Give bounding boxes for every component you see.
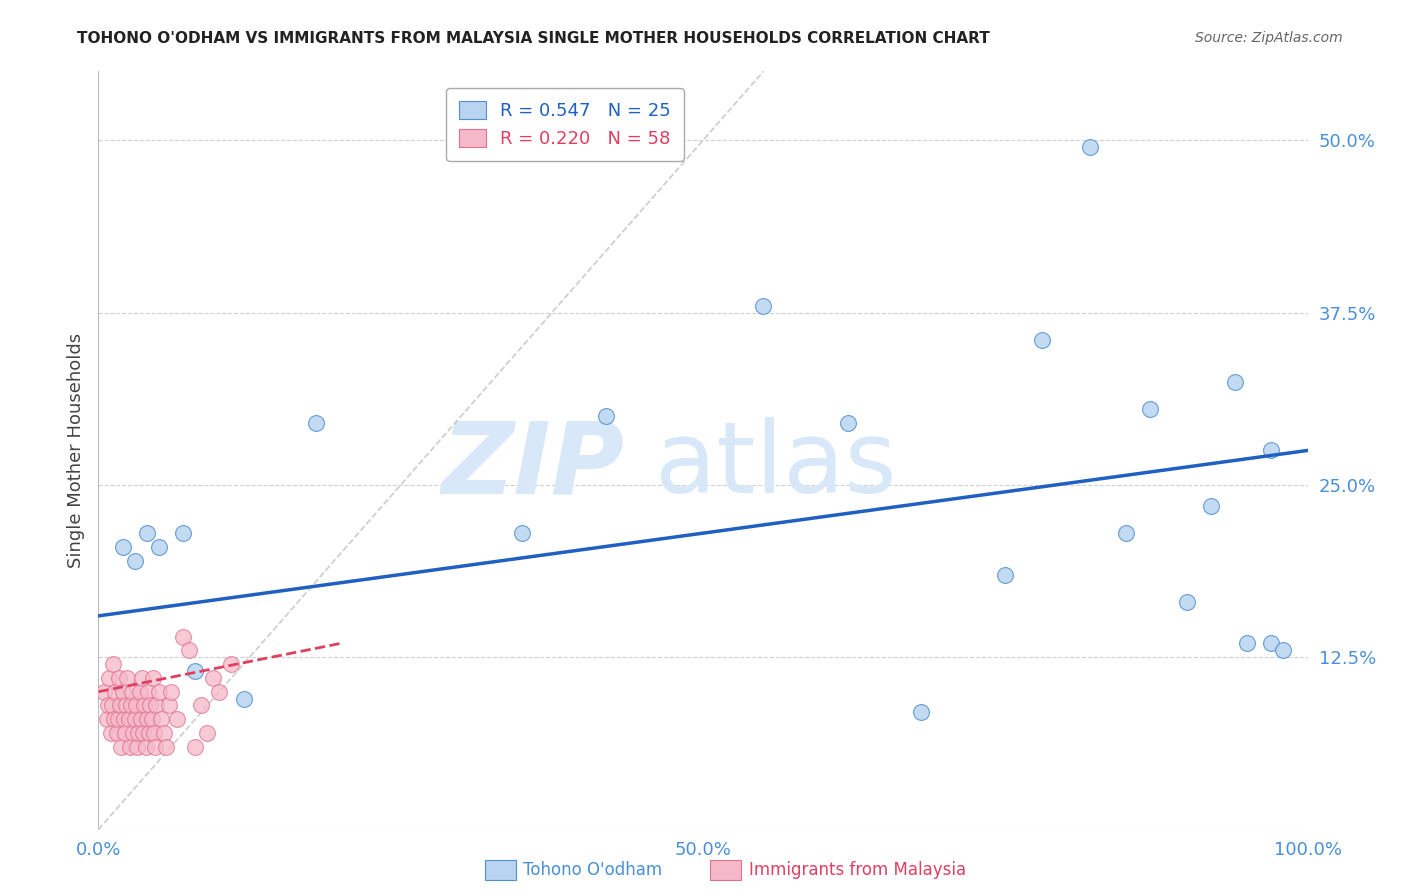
Point [1272,643,1295,657]
Point [1175,595,1198,609]
Point [122,726,145,740]
Point [1115,526,1137,541]
Point [96,712,118,726]
Point [128,684,150,698]
Point [202,671,225,685]
Point [105,726,128,740]
Point [117,671,139,685]
Point [103,712,125,726]
Point [136,684,159,698]
Text: Tohono O'odham: Tohono O'odham [523,861,662,879]
Point [100,698,122,713]
Point [1260,636,1282,650]
Point [135,712,157,726]
Point [118,712,141,726]
Point [305,416,328,430]
Point [510,526,533,541]
Point [135,526,157,541]
Point [110,739,132,754]
Point [93,684,115,698]
Text: atlas: atlas [655,417,897,514]
Point [100,726,122,740]
Point [124,712,146,726]
Point [124,554,146,568]
Point [145,698,167,713]
Point [595,409,617,423]
Y-axis label: Single Mother Households: Single Mother Households [66,333,84,568]
Point [104,684,127,698]
Point [1199,499,1222,513]
Point [1078,140,1101,154]
Point [111,540,134,554]
Point [143,726,166,740]
Point [127,726,149,740]
Point [132,726,155,740]
Point [221,657,243,672]
Point [142,671,165,685]
Point [139,698,162,713]
Point [98,671,121,685]
Point [994,567,1017,582]
Point [152,726,174,740]
Point [127,739,149,754]
Point [1139,402,1161,417]
Text: TOHONO O'ODHAM VS IMMIGRANTS FROM MALAYSIA SINGLE MOTHER HOUSEHOLDS CORRELATION : TOHONO O'ODHAM VS IMMIGRANTS FROM MALAYS… [77,31,990,46]
Point [111,684,134,698]
Point [160,684,183,698]
Point [107,712,129,726]
Point [131,671,153,685]
Point [155,739,177,754]
Point [135,739,157,754]
Point [112,712,135,726]
Point [195,726,218,740]
Point [138,726,160,740]
Point [1031,333,1053,347]
Point [166,712,188,726]
Point [172,630,194,644]
Point [179,643,201,657]
Point [172,526,194,541]
Point [108,698,131,713]
Point [752,299,775,313]
Point [141,712,163,726]
Point [184,739,207,754]
Text: Immigrants from Malaysia: Immigrants from Malaysia [749,861,966,879]
Point [108,671,131,685]
Point [148,684,170,698]
Point [184,664,207,678]
Point [115,698,138,713]
Point [1236,636,1258,650]
Point [118,739,141,754]
Point [125,698,148,713]
Point [1260,443,1282,458]
Point [910,706,932,720]
Point [114,726,136,740]
Point [190,698,212,713]
Point [120,698,142,713]
Point [150,712,173,726]
Point [1223,375,1246,389]
Legend: R = 0.547   N = 25, R = 0.220   N = 58: R = 0.547 N = 25, R = 0.220 N = 58 [446,88,683,161]
Point [148,540,170,554]
Point [157,698,180,713]
Point [121,684,143,698]
Text: Source: ZipAtlas.com: Source: ZipAtlas.com [1195,31,1343,45]
Point [134,698,156,713]
Text: ZIP: ZIP [441,417,624,514]
Point [97,698,120,713]
Point [129,712,152,726]
Point [208,684,231,698]
Point [232,691,254,706]
Point [143,739,166,754]
Point [101,657,124,672]
Point [837,416,859,430]
